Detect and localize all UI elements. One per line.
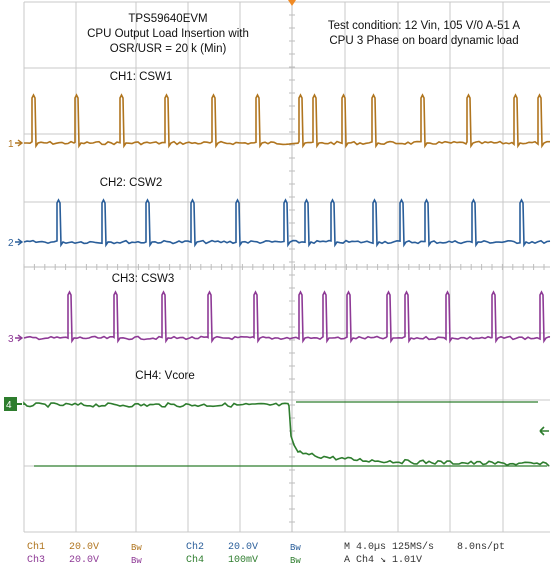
test-condition-line1: Test condition: 12 Vin, 105 V/0 A-51 A [327, 20, 521, 32]
ch1-readout-name: Ch1 [27, 542, 46, 553]
ch4-ground-marker[interactable]: 4 [4, 397, 22, 411]
ch1-label: CH1: CSW1 [109, 71, 173, 83]
ch2-readout-name: Ch2 [186, 542, 205, 553]
resolution-readout: 8.0ns/pt [457, 542, 506, 553]
board-title-line2: CPU Output Load Insertion with [87, 28, 249, 40]
ch1-waveform [24, 93, 550, 149]
trigger-position-marker [288, 0, 296, 6]
ch4-bw-limit: Bw [290, 556, 301, 566]
trigger-level-arrow [539, 426, 549, 436]
ch3-label: CH3: CSW3 [111, 273, 175, 285]
ch2-readout-scale: 20.0V [228, 542, 259, 553]
trigger-readout: A Ch4 ↘ 1.01V [344, 555, 423, 566]
ch2-marker-label: 2 [8, 238, 14, 249]
timebase-readout: M 4.0µs 125MS/s [344, 542, 435, 553]
ch4-waveform [23, 401, 550, 467]
ch2-label: CH2: CSW2 [99, 177, 163, 189]
ch4-readout-scale: 100mV [228, 555, 259, 566]
waveform-traces [23, 93, 551, 467]
ch4-marker-label: 4 [6, 400, 12, 411]
ch3-readout-scale: 20.0V [69, 555, 100, 566]
test-condition-line2: CPU 3 Phase on board dynamic load [329, 35, 519, 47]
channel-markers: 1 2 3 4 [4, 139, 24, 411]
ch3-ground-marker[interactable]: 3 [8, 334, 24, 345]
ch1-marker-label: 1 [8, 139, 14, 150]
ch4-readout-name: Ch4 [186, 555, 205, 566]
ch2-waveform [23, 198, 551, 248]
board-title-line3: OSR/USR = 20 k (Min) [109, 43, 227, 55]
ch3-marker-label: 3 [8, 334, 14, 345]
ch2-bw-limit: Bw [290, 543, 301, 553]
ch2-ground-marker[interactable]: 2 [8, 238, 24, 249]
ch1-readout-scale: 20.0V [69, 542, 100, 553]
ch4-label: CH4: Vcore [135, 370, 195, 382]
ch1-ground-marker[interactable]: 1 [8, 139, 24, 150]
ch3-readout-name: Ch3 [27, 555, 46, 566]
board-title-line1: TPS59640EVM [128, 13, 208, 25]
ch1-bw-limit: Bw [131, 543, 142, 553]
ch3-waveform [23, 290, 551, 344]
ch3-bw-limit: Bw [131, 556, 142, 566]
